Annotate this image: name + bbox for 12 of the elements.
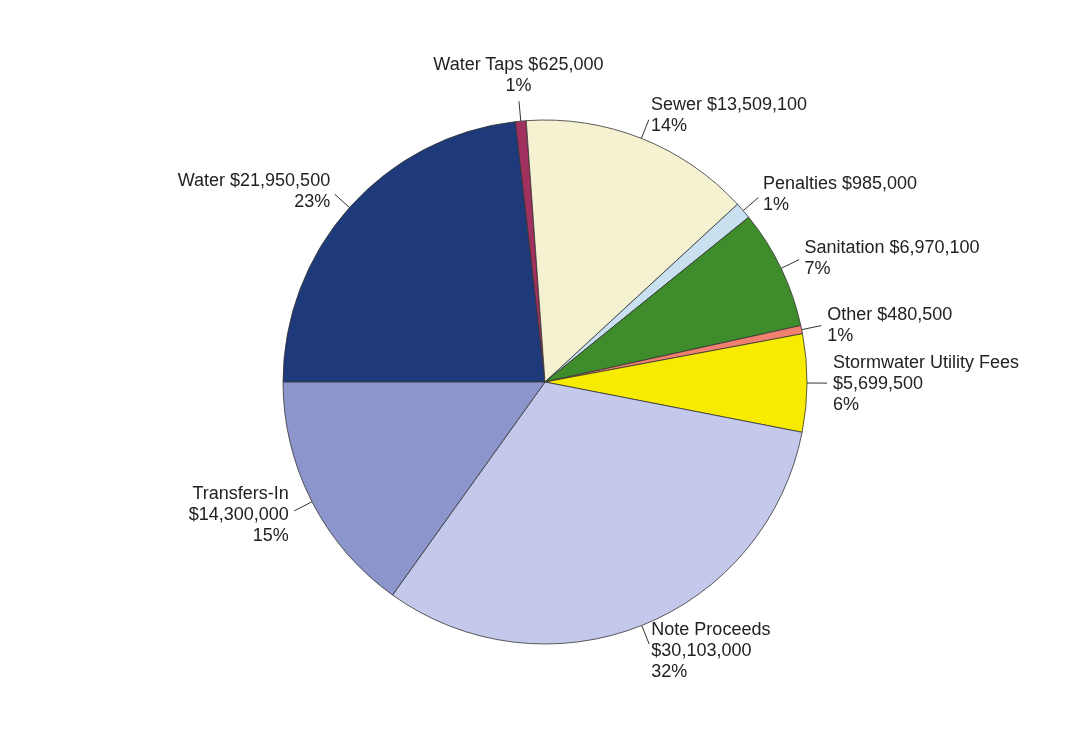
data-label: $5,699,500 6% bbox=[833, 373, 924, 415]
slice-label: Sanitation $6,970,100 7% bbox=[804, 236, 980, 278]
slice-label: Penalties $985,000 1% bbox=[762, 173, 918, 215]
slice-label: Transfers-In bbox=[192, 482, 289, 503]
slice-label: Water $21,950,500 23% bbox=[177, 169, 331, 211]
data-label: $30,103,000 32% bbox=[651, 639, 752, 681]
slice-label: Stormwater Utility Fees bbox=[833, 352, 1020, 373]
slice-label: Note Proceeds bbox=[651, 618, 771, 639]
slice-label: Sewer $13,509,100 14% bbox=[650, 93, 808, 135]
data-label: $14,300,000 15% bbox=[188, 503, 289, 545]
slice-label: Other $480,500 1% bbox=[827, 303, 953, 345]
slice-label: Water Taps $625,000 1% bbox=[433, 54, 604, 96]
